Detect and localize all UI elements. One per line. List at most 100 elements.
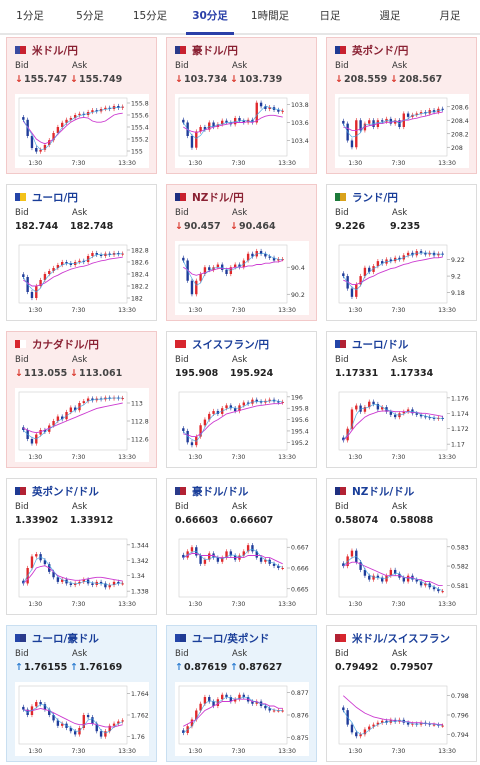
bid-value: 1.33902	[15, 514, 70, 528]
pair-name[interactable]: 米ドル/スイスフラン	[352, 632, 451, 645]
ask-label: Ask	[72, 355, 88, 365]
mini-candle-chart[interactable]: 0.667 0.666 0.665 1:30 7:30 13:30	[175, 535, 309, 609]
candle-body	[432, 724, 436, 726]
rate-card[interactable]: カナダドル/円 Bid Ask ↓113.055 ↓113.061 113 112.8 112…	[6, 331, 157, 468]
rate-card[interactable]: 英ポンド/円 Bid Ask ↓208.559 ↓208.567 208.6 208.4 20…	[326, 37, 477, 174]
x-tick-label: 13:30	[118, 307, 136, 314]
ask-label: Ask	[72, 208, 88, 218]
candle-body	[225, 694, 228, 697]
rate-card[interactable]: ユーロ/円 Bid Ask 182.744 182.748 182.8 182.6 182.4…	[6, 184, 157, 321]
rate-card[interactable]: 豪ドル/ドル Bid Ask 0.66603 0.66607 0.667 0.666 0.66…	[166, 478, 317, 615]
pair-name[interactable]: 米ドル/円	[32, 44, 78, 57]
rate-card[interactable]: NZドル/ドル Bid Ask 0.58074 0.58088 0.583 0.582 0.5…	[326, 478, 477, 615]
mini-candle-chart[interactable]: 1.176 1.174 1.172 1.17 1:30 7:30 13:30	[335, 388, 469, 462]
pair-name[interactable]: 英ポンド/ドル	[32, 485, 99, 498]
candle-body	[82, 401, 85, 403]
y-tick-label: 0.798	[451, 693, 469, 700]
bid-label: Bid	[175, 502, 189, 512]
mini-candle-chart[interactable]: 0.583 0.582 0.581 1:30 7:30 13:30	[335, 535, 469, 609]
tab-timeframe[interactable]: 1分足	[16, 10, 44, 22]
mini-candle-chart[interactable]: 182.8 182.6 182.4 182.2 182 1:30 7:30 13:30	[15, 241, 149, 315]
tab-timeframe[interactable]: 5分足	[76, 10, 104, 22]
pair-name[interactable]: ユーロ/豪ドル	[32, 632, 99, 645]
arrow-down-icon: ↓	[15, 74, 23, 85]
candle-body	[199, 127, 202, 132]
rate-card[interactable]: 豪ドル/円 Bid Ask ↓103.734 ↓103.739 103.8 103.6 103…	[166, 37, 317, 174]
tab-timeframe[interactable]: 週足	[379, 10, 401, 22]
rate-card[interactable]: ユーロ/豪ドル Bid Ask ↑1.76155 ↑1.76169 1.764 1.762 1…	[6, 625, 157, 762]
mini-candle-chart[interactable]: 155.8 155.6 155.4 155.2 155 1:30 7:30 13:30	[15, 94, 149, 168]
bid-text: 208.559	[343, 74, 388, 85]
candle-body	[268, 708, 271, 711]
pair-name[interactable]: 英ポンド/円	[352, 44, 409, 57]
currency-flag-icon	[15, 487, 26, 495]
pair-name[interactable]: ランド/円	[352, 191, 398, 204]
short-moving-average-line	[183, 400, 283, 442]
candle-body	[363, 569, 367, 576]
candle-body	[342, 273, 345, 277]
mini-candle-chart[interactable]: 0.798 0.796 0.794 1:30 7:30 13:30	[335, 682, 469, 756]
x-tick-label: 1:30	[188, 601, 202, 608]
rate-card[interactable]: ランド/円 Bid Ask 9.226 9.235 9.22 9.2 9.18 1:30 7:30…	[326, 184, 477, 321]
candle-body	[182, 428, 185, 431]
mini-candle-chart[interactable]: 1.344 1.342 1.34 1.338 1:30 7:30 13:30	[15, 535, 149, 609]
pair-name[interactable]: 豪ドル/ドル	[192, 485, 249, 498]
pair-name[interactable]: NZドル/ドル	[352, 485, 415, 498]
pair-name[interactable]: 豪ドル/円	[192, 44, 238, 57]
candle-body	[259, 557, 263, 562]
rate-card[interactable]: ユーロ/英ポンド Bid Ask ↑0.87619 ↑0.87627 0.877 0.876…	[166, 625, 317, 762]
rate-card[interactable]: スイスフラン/円 Bid Ask 195.908 195.924 196 195.8 195.…	[166, 331, 317, 468]
candle-body	[182, 119, 185, 123]
candle-body	[381, 577, 384, 582]
pair-name[interactable]: ユーロ/英ポンド	[192, 632, 270, 645]
pair-name[interactable]: スイスフラン/円	[192, 338, 270, 351]
candle-body	[108, 725, 111, 732]
rate-card[interactable]: ユーロ/ドル Bid Ask 1.17331 1.17334 1.176 1.174 1.17…	[326, 331, 477, 468]
rate-card[interactable]: 英ポンド/ドル Bid Ask 1.33902 1.33912 1.344 1.342 1.3…	[6, 478, 157, 615]
pair-name[interactable]: NZドル/円	[192, 191, 244, 204]
mini-candle-chart[interactable]: 1.764 1.762 1.76 1:30 7:30 13:30	[15, 682, 149, 756]
y-tick-label: 9.18	[451, 290, 465, 297]
x-tick-label: 13:30	[278, 601, 296, 608]
tab-timeframe[interactable]: 日足	[319, 10, 341, 22]
tab-timeframe[interactable]: 15分足	[132, 10, 168, 22]
moving-average-line	[183, 698, 283, 727]
mini-candle-chart[interactable]: 90.4 90.2 1:30 7:30 13:30	[175, 241, 309, 315]
bid-ask-values: ↓90.457 ↓90.464	[175, 220, 308, 234]
mini-candle-chart[interactable]: 196 195.8 195.6 195.4 195.2 1:30 7:30 13:30	[175, 388, 309, 462]
x-tick-label: 7:30	[71, 454, 85, 461]
candle-body	[242, 694, 245, 697]
bid-label: Bid	[335, 355, 349, 365]
candle-body	[419, 581, 423, 586]
candle-body	[43, 704, 47, 710]
mini-candle-chart[interactable]: 9.22 9.2 9.18 1:30 7:30 13:30	[335, 241, 469, 315]
pair-name[interactable]: カナダドル/円	[32, 338, 99, 351]
candle-body	[424, 252, 427, 255]
candle-body	[22, 117, 25, 120]
pair-name[interactable]: ユーロ/ドル	[352, 338, 409, 351]
candle-body	[22, 706, 25, 710]
tab-timeframe[interactable]: 30分足	[180, 0, 240, 35]
bid-label: Bid	[335, 208, 349, 218]
pair-name[interactable]: ユーロ/円	[32, 191, 78, 204]
candle-body	[246, 253, 250, 261]
candle-body	[359, 734, 362, 737]
ask-text: 1.17334	[390, 368, 434, 379]
mini-candle-chart[interactable]: 113 112.8 112.6 1:30 7:30 13:30	[15, 388, 149, 462]
tab-timeframe[interactable]: 1時間足	[250, 10, 290, 22]
mini-candle-chart[interactable]: 103.8 103.6 103.4 1:30 7:30 13:30	[175, 94, 309, 168]
mini-candle-chart[interactable]: 208.6 208.4 208.2 208 1:30 7:30 13:30	[335, 94, 469, 168]
x-tick-label: 7:30	[231, 160, 245, 167]
mini-candle-chart[interactable]: 0.877 0.876 0.875 1:30 7:30 13:30	[175, 682, 309, 756]
candle-body	[121, 398, 124, 400]
currency-flag-icon	[335, 193, 346, 201]
chart-svg: 90.4 90.2 1:30 7:30 13:30	[178, 244, 305, 314]
candle-body	[99, 398, 103, 400]
rate-card[interactable]: NZドル/円 Bid Ask ↓90.457 ↓90.464 90.4 90.2 1:30 7:…	[166, 184, 317, 321]
tab-timeframe[interactable]: 月足	[439, 10, 461, 22]
x-tick-label: 1:30	[188, 454, 202, 461]
bid-ask-labels: Bid Ask	[15, 61, 148, 72]
candle-body	[264, 706, 267, 709]
rate-card[interactable]: 米ドル/スイスフラン Bid Ask 0.79492 0.79507 0.798 0.796…	[326, 625, 477, 762]
rate-card[interactable]: 米ドル/円 Bid Ask ↓155.747 ↓155.749 155.8 155.6 155…	[6, 37, 157, 174]
